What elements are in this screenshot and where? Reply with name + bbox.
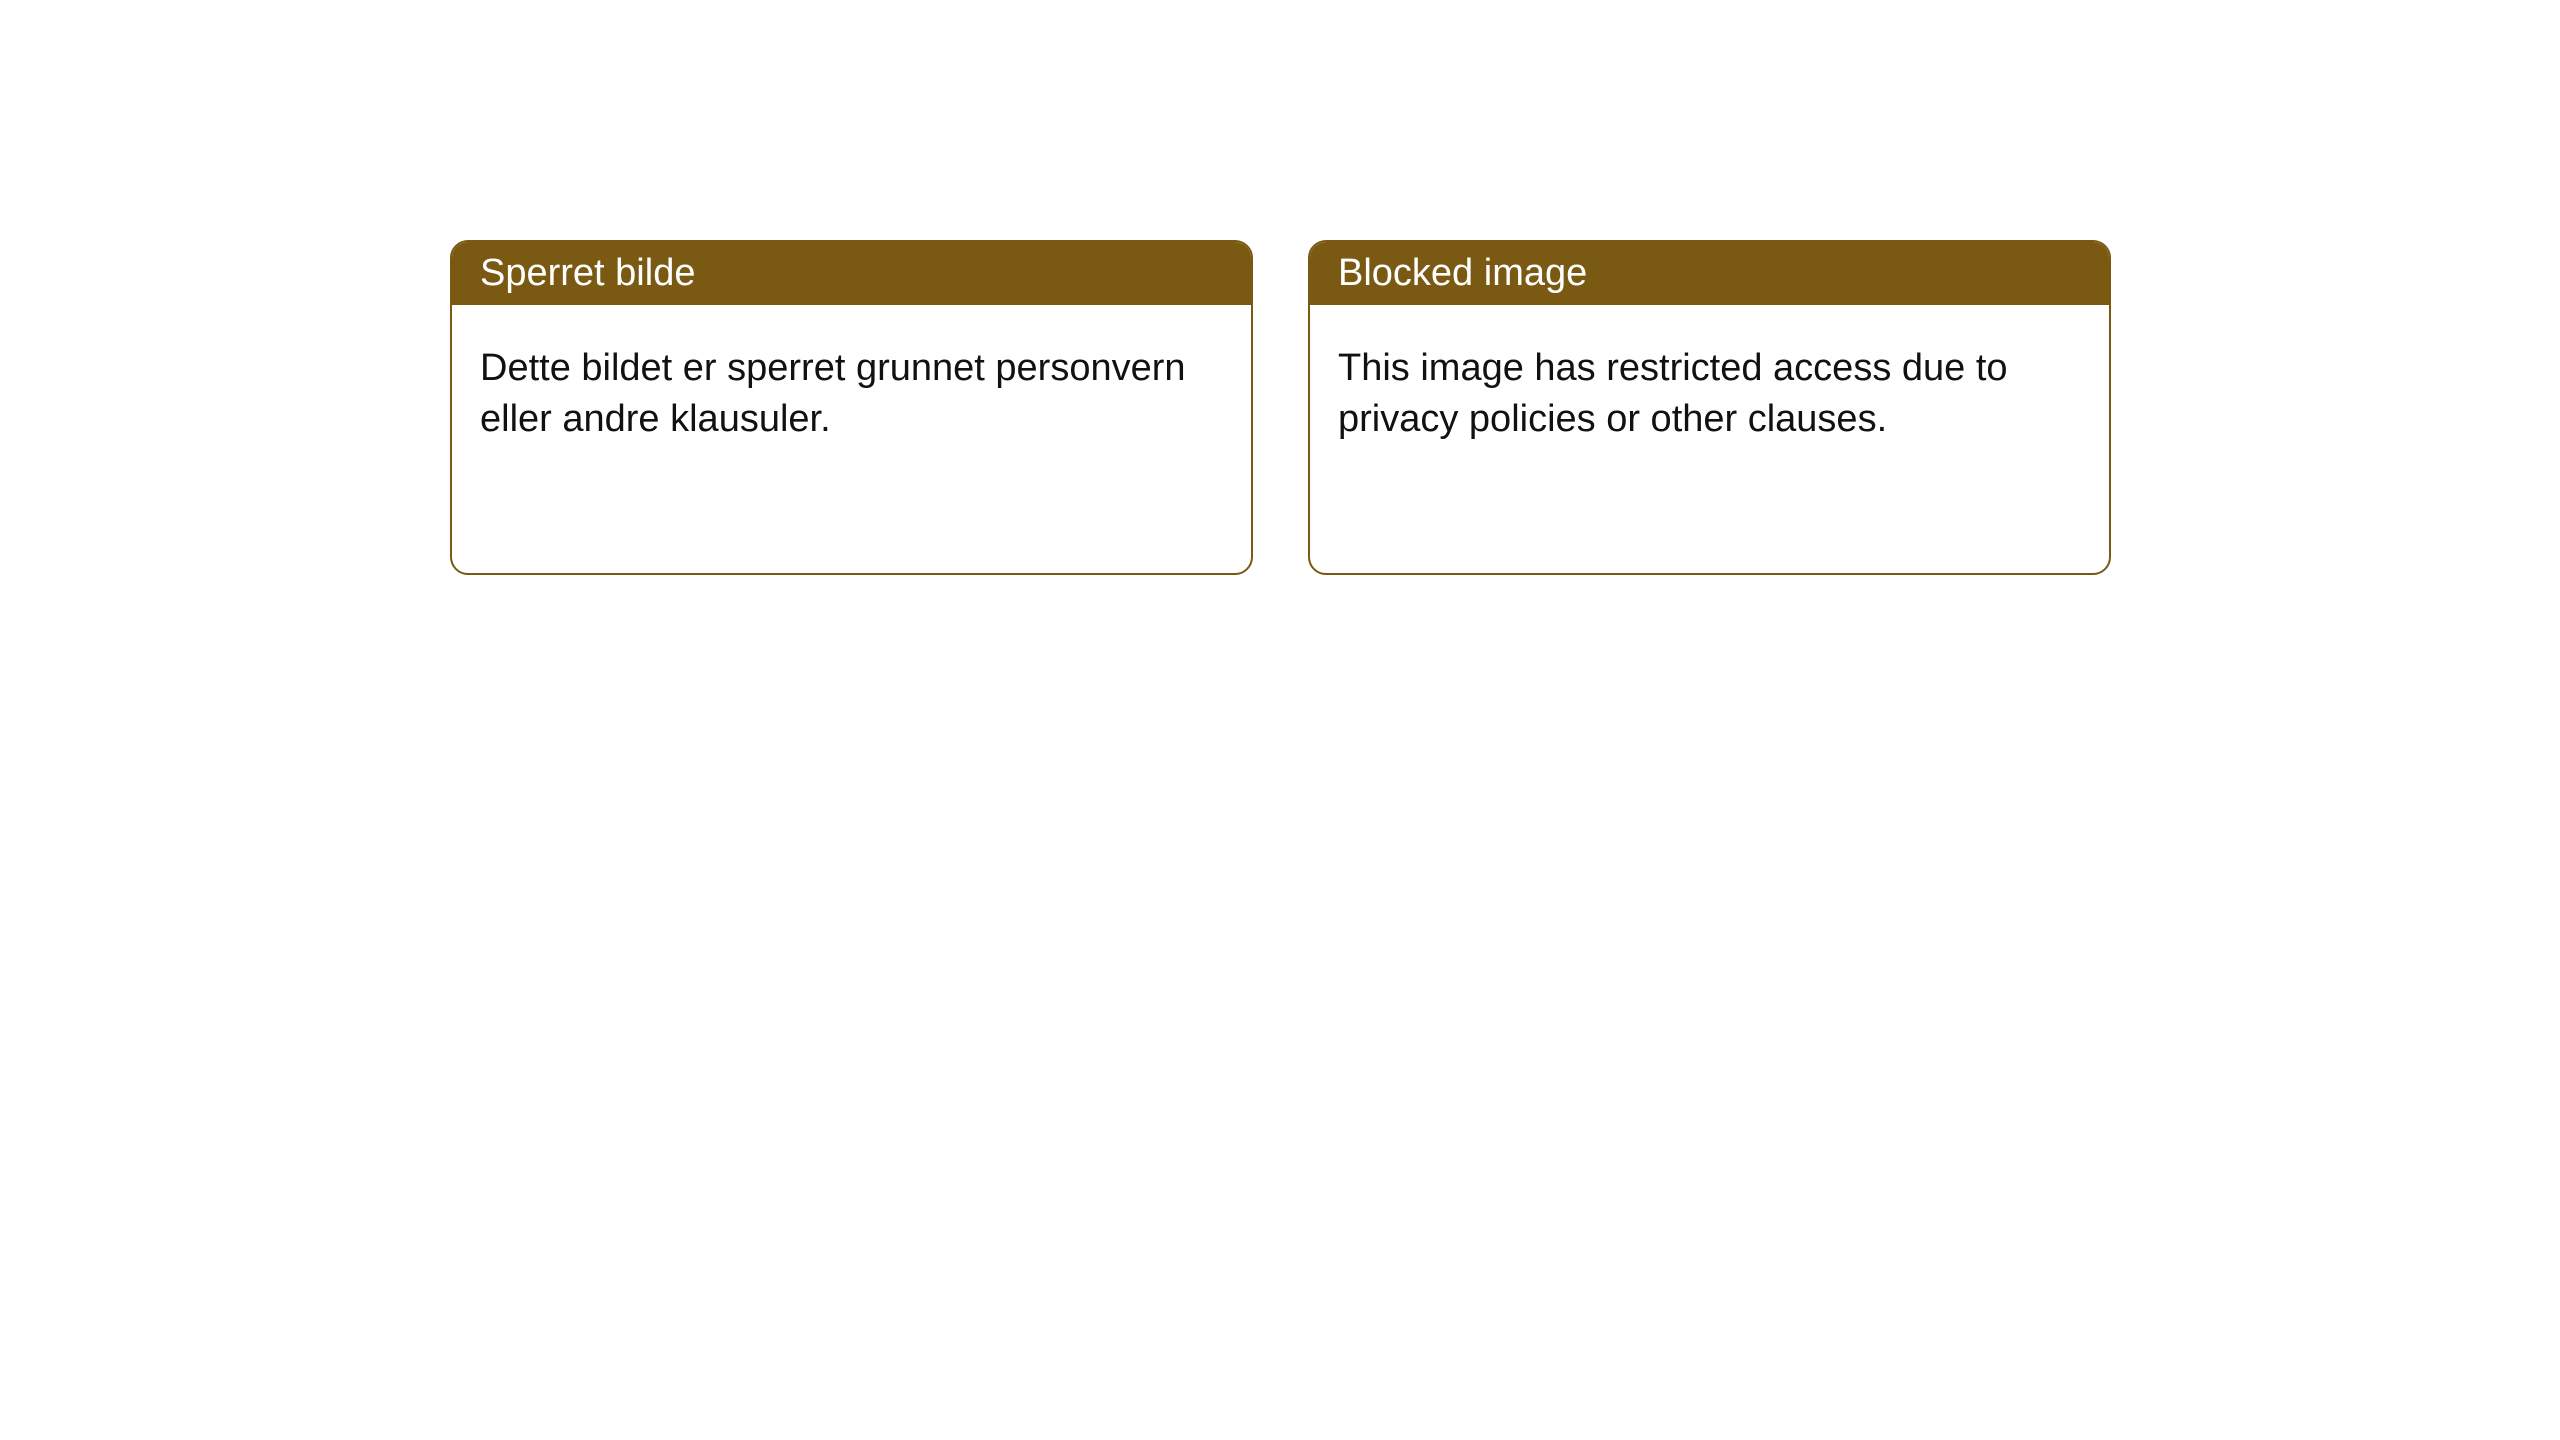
card-body-en: This image has restricted access due to … [1310,305,2109,484]
card-body-no: Dette bildet er sperret grunnet personve… [452,305,1251,484]
card-body-text-en: This image has restricted access due to … [1338,347,2008,440]
card-body-text-no: Dette bildet er sperret grunnet personve… [480,347,1186,440]
cards-container: Sperret bilde Dette bildet er sperret gr… [450,240,2111,575]
card-title-en: Blocked image [1338,252,1587,294]
blocked-image-card-en: Blocked image This image has restricted … [1308,240,2111,575]
card-header-en: Blocked image [1310,242,2109,305]
blocked-image-card-no: Sperret bilde Dette bildet er sperret gr… [450,240,1253,575]
card-header-no: Sperret bilde [452,242,1251,305]
card-title-no: Sperret bilde [480,252,695,294]
